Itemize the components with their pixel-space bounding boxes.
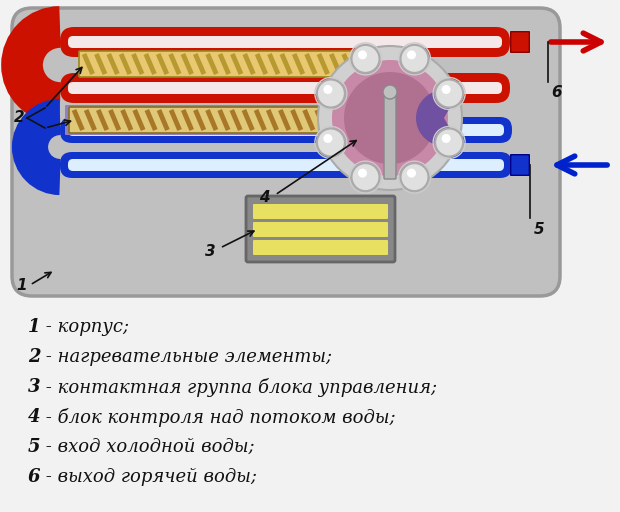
Text: 5: 5	[28, 438, 40, 456]
Text: 1: 1	[28, 318, 40, 336]
Circle shape	[317, 129, 345, 157]
Circle shape	[352, 45, 379, 73]
Circle shape	[383, 85, 397, 99]
Text: - выход горячей воды;: - выход горячей воды;	[40, 468, 257, 486]
FancyBboxPatch shape	[246, 196, 395, 262]
Circle shape	[352, 163, 379, 191]
Text: - контактная группа блока управления;: - контактная группа блока управления;	[40, 378, 437, 397]
FancyBboxPatch shape	[511, 155, 529, 175]
Text: 4: 4	[259, 190, 270, 205]
FancyBboxPatch shape	[68, 82, 502, 94]
FancyBboxPatch shape	[60, 117, 512, 143]
Text: 3: 3	[28, 378, 40, 396]
FancyBboxPatch shape	[60, 27, 510, 57]
Wedge shape	[416, 90, 458, 146]
Text: 4: 4	[28, 408, 40, 426]
Text: 6: 6	[551, 85, 562, 100]
Circle shape	[344, 72, 436, 164]
Text: 6: 6	[28, 468, 40, 486]
Circle shape	[317, 79, 345, 108]
FancyBboxPatch shape	[68, 124, 504, 136]
Circle shape	[324, 134, 332, 143]
Text: - блок контроля над потоком воды;: - блок контроля над потоком воды;	[40, 408, 396, 427]
FancyBboxPatch shape	[68, 36, 502, 48]
Circle shape	[407, 168, 416, 178]
FancyBboxPatch shape	[253, 240, 388, 255]
Circle shape	[441, 85, 451, 94]
FancyBboxPatch shape	[60, 73, 510, 103]
Circle shape	[407, 50, 416, 59]
FancyBboxPatch shape	[60, 152, 512, 178]
FancyBboxPatch shape	[65, 105, 350, 135]
FancyBboxPatch shape	[79, 51, 361, 77]
FancyBboxPatch shape	[384, 89, 396, 179]
Text: - нагревательные элементы;: - нагревательные элементы;	[40, 348, 332, 366]
FancyBboxPatch shape	[511, 32, 529, 52]
Text: 2: 2	[14, 111, 24, 125]
Circle shape	[435, 79, 463, 108]
Text: 1: 1	[16, 278, 27, 292]
FancyBboxPatch shape	[68, 159, 504, 171]
FancyBboxPatch shape	[12, 8, 560, 296]
FancyBboxPatch shape	[253, 222, 388, 237]
Circle shape	[435, 129, 463, 157]
Circle shape	[358, 168, 367, 178]
Text: - вход холодной воды;: - вход холодной воды;	[40, 438, 255, 456]
Circle shape	[324, 85, 332, 94]
Text: - корпус;: - корпус;	[40, 318, 129, 336]
Circle shape	[358, 50, 367, 59]
Text: 3: 3	[205, 244, 216, 259]
Circle shape	[318, 46, 462, 190]
Circle shape	[401, 45, 428, 73]
Circle shape	[441, 134, 451, 143]
Circle shape	[401, 163, 428, 191]
FancyBboxPatch shape	[69, 107, 346, 133]
Text: 5: 5	[534, 222, 544, 237]
FancyBboxPatch shape	[253, 204, 388, 219]
Circle shape	[332, 60, 448, 176]
Text: 2: 2	[28, 348, 40, 366]
